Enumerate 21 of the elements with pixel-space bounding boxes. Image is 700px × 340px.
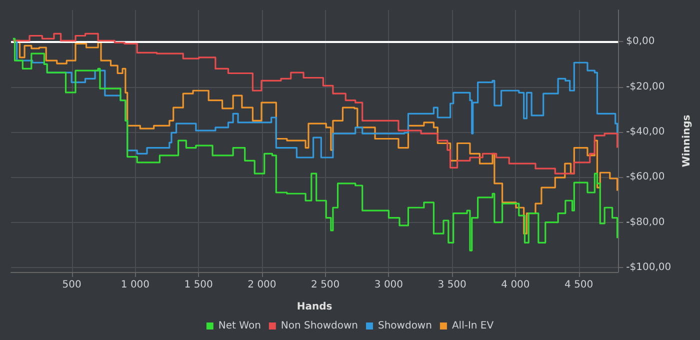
y-tick-label: $0,00 xyxy=(626,36,655,48)
x-tick-label: 500 xyxy=(62,280,82,290)
x-tick-label: 3 000 xyxy=(374,280,404,290)
x-tick-label: 1 500 xyxy=(184,280,213,290)
legend-label: All-In EV xyxy=(452,320,494,332)
y-tick-label: -$20,00 xyxy=(626,81,665,92)
y-axis-title: Winnings xyxy=(682,114,692,168)
x-tick-label: 2 500 xyxy=(311,280,340,290)
y-tick-label: -$60,00 xyxy=(626,172,665,183)
legend-label: Showdown xyxy=(378,320,432,332)
y-tick-label: -$80,00 xyxy=(626,216,665,228)
x-tick-label: 4 500 xyxy=(564,280,594,290)
x-axis-title: Hands xyxy=(296,302,332,312)
y-tick-label: -$100,00 xyxy=(626,262,672,273)
y-tick-label: -$40,00 xyxy=(626,126,665,138)
x-tick-label: 2 000 xyxy=(248,280,276,290)
legend-label: Non Showdown xyxy=(280,320,358,332)
x-tick-label: 1 000 xyxy=(120,280,150,290)
x-tick-label: 4 000 xyxy=(501,280,530,290)
legend-label: Net Won xyxy=(218,320,261,332)
x-tick-label: 3 500 xyxy=(438,280,466,290)
